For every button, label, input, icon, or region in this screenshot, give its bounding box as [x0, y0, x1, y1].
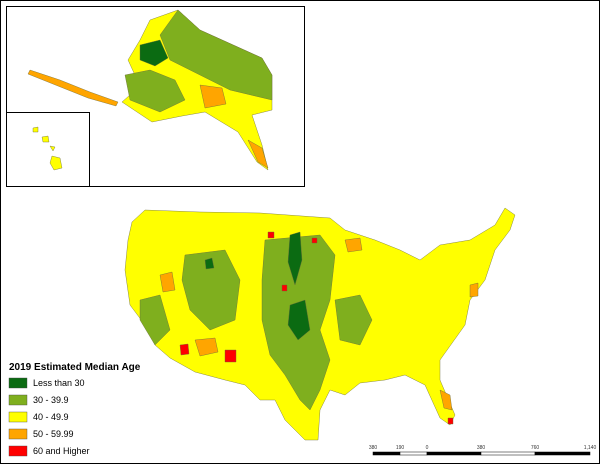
- county: [179, 343, 190, 356]
- legend-swatch: [8, 411, 28, 423]
- california-region: [139, 294, 171, 346]
- scale-label: 1,140: [584, 445, 597, 451]
- aleutians: [27, 69, 119, 107]
- county: [311, 237, 318, 244]
- alaska-region: [199, 84, 227, 109]
- scale-label: 0: [426, 445, 429, 451]
- legend-title: 2019 Estimated Median Age: [9, 362, 141, 373]
- county: [224, 349, 237, 363]
- alaska-region: [159, 9, 273, 101]
- scale-segment: [372, 451, 401, 456]
- county: [194, 337, 219, 357]
- scale-segment: [399, 451, 428, 456]
- county: [159, 271, 176, 293]
- legend-label: Less than 30: [33, 378, 85, 388]
- plains-region: [287, 231, 303, 286]
- scale-label: 190: [396, 445, 405, 451]
- legend-label: 50 - 59.99: [33, 429, 74, 439]
- south-region: [334, 294, 373, 346]
- county: [204, 257, 215, 270]
- scale-segment: [426, 451, 482, 456]
- scale-label: 380: [477, 445, 486, 451]
- scale-segment: [480, 451, 536, 456]
- hawaii: [49, 155, 63, 171]
- scale-label: 760: [531, 445, 540, 451]
- county: [344, 237, 363, 253]
- alaska-region: [124, 69, 186, 113]
- county: [447, 417, 454, 425]
- alaska-inset: [6, 6, 305, 187]
- plains-region: [287, 299, 311, 341]
- hawaii: [32, 126, 39, 133]
- hawaii: [41, 135, 50, 143]
- scale-bar: 380 190 0 380 760 1,140: [369, 445, 597, 456]
- scale-label: 380: [369, 445, 378, 451]
- alaska-region: [139, 39, 169, 67]
- mountain-region: [181, 249, 241, 331]
- county: [267, 231, 275, 239]
- legend-swatch: [8, 428, 28, 440]
- county: [469, 282, 479, 298]
- legend: Less than 30 30 - 39.9 40 - 49.9 50 - 59.99…: [8, 377, 90, 457]
- alaska-region: [247, 139, 269, 169]
- hawaii: [49, 145, 56, 152]
- legend-swatch: [8, 377, 28, 389]
- scale-segment: [534, 451, 591, 456]
- legend-swatch: [8, 445, 28, 457]
- legend-label: 30 - 39.9: [33, 395, 69, 405]
- legend-swatch: [8, 394, 28, 406]
- county: [281, 284, 288, 292]
- legend-label: 60 and Higher: [33, 446, 90, 456]
- legend-label: 40 - 49.9: [33, 412, 69, 422]
- hawaii-inset: [6, 112, 90, 187]
- county: [439, 389, 453, 411]
